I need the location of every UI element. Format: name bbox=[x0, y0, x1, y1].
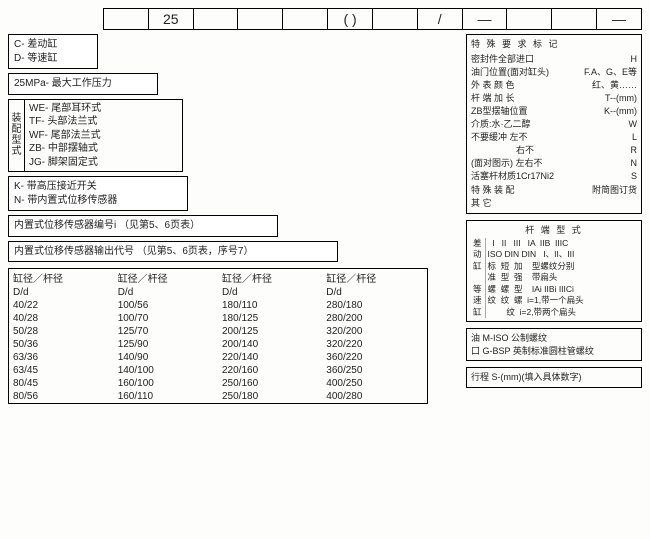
code-strip: 25 ( ) / — — bbox=[103, 8, 642, 30]
table-cell: 140/100 bbox=[114, 364, 218, 377]
table-cell: 250/180 bbox=[218, 390, 322, 404]
rod-end-title: 杆 端 型 式 bbox=[471, 224, 637, 236]
table-cell: 280/180 bbox=[322, 299, 427, 312]
special-row: 介质:水·乙二醇W bbox=[471, 118, 637, 131]
col-sub: D/d bbox=[218, 286, 322, 299]
stroke-box: 行程 S-(mm)(填入具体数字) bbox=[466, 367, 642, 388]
table-cell: 125/90 bbox=[114, 338, 218, 351]
special-row: (面对图示) 左右不N bbox=[471, 157, 637, 170]
row: WF- 尾部法兰式 bbox=[29, 129, 101, 143]
cell: — bbox=[462, 8, 508, 30]
row: 油 M-ISO 公制螺纹 bbox=[471, 332, 637, 345]
special-row: 不要缓冲 左不L bbox=[471, 131, 637, 144]
special-row: 杆 端 加 长T--(mm) bbox=[471, 92, 637, 105]
table-cell: 280/200 bbox=[322, 312, 427, 325]
table-cell: 63/36 bbox=[9, 351, 114, 364]
special-title: 特 殊 要 求 标 记 bbox=[471, 38, 637, 51]
table-cell: 50/28 bbox=[9, 325, 114, 338]
table-cell: 100/70 bbox=[114, 312, 218, 325]
cell bbox=[282, 8, 328, 30]
table-cell: 100/56 bbox=[114, 299, 218, 312]
type-code-box: C- 差动缸 D- 等速缸 bbox=[8, 34, 98, 69]
col-header: 缸径／杆径 bbox=[322, 269, 427, 287]
cell: 25 bbox=[148, 8, 194, 30]
cell bbox=[193, 8, 239, 30]
table-cell: 63/45 bbox=[9, 364, 114, 377]
sensor-id-box: 内置式位移传感器编号i （见第5、6页表） bbox=[8, 215, 278, 237]
col-sub: D/d bbox=[9, 286, 114, 299]
mount-box: 装配型式 WE- 尾部耳环式 TF- 头部法兰式 WF- 尾部法兰式 ZB- 中… bbox=[8, 99, 183, 173]
row: TF- 头部法兰式 bbox=[29, 115, 101, 129]
special-row: 外 表 颜 色红、黄…… bbox=[471, 79, 637, 92]
col-header: 缸径／杆径 bbox=[9, 269, 114, 287]
special-row: 密封件全部进口H bbox=[471, 53, 637, 66]
rod-side: 差动缸 等速缸 bbox=[471, 238, 485, 318]
table-cell: 80/56 bbox=[9, 390, 114, 404]
special-row: 特 殊 装 配附简图订货 bbox=[471, 184, 637, 197]
special-row: 右不R bbox=[471, 144, 637, 157]
table-cell: 400/250 bbox=[322, 377, 427, 390]
table-cell: 200/125 bbox=[218, 325, 322, 338]
cell bbox=[551, 8, 597, 30]
special-row: ZB型摆轴位置K--(mm) bbox=[471, 105, 637, 118]
diameter-table: 缸径／杆径 缸径／杆径 缸径／杆径 缸径／杆径 D/d D/d D/d D/d … bbox=[8, 268, 428, 404]
sensor-out-box: 内置式位移传感器输出代号 （见第5、6页表，序号7） bbox=[8, 241, 338, 263]
special-req-box: 特 殊 要 求 标 记 密封件全部进口H油门位置(面对缸头)F.A、G、E等外 … bbox=[466, 34, 642, 214]
table-cell: 160/100 bbox=[114, 377, 218, 390]
col-sub: D/d bbox=[114, 286, 218, 299]
table-cell: 180/125 bbox=[218, 312, 322, 325]
row: C- 差动缸 bbox=[14, 38, 92, 52]
cell: / bbox=[417, 8, 463, 30]
table-cell: 220/140 bbox=[218, 351, 322, 364]
table-cell: 360/220 bbox=[322, 351, 427, 364]
rod-end-box: 杆 端 型 式 差动缸 等速缸 I II III IA IIB IIICISO … bbox=[466, 220, 642, 322]
cell: — bbox=[596, 8, 642, 30]
table-cell: 320/200 bbox=[322, 325, 427, 338]
table-cell: 200/140 bbox=[218, 338, 322, 351]
table-cell: 160/110 bbox=[114, 390, 218, 404]
table-cell: 360/250 bbox=[322, 364, 427, 377]
cell bbox=[372, 8, 418, 30]
table-cell: 180/110 bbox=[218, 299, 322, 312]
cell bbox=[506, 8, 552, 30]
mount-list: WE- 尾部耳环式 TF- 头部法兰式 WF- 尾部法兰式 ZB- 中部摆轴式 … bbox=[25, 100, 105, 172]
col-header: 缸径／杆径 bbox=[114, 269, 218, 287]
row: JG- 脚架固定式 bbox=[29, 156, 101, 170]
table-cell: 400/280 bbox=[322, 390, 427, 404]
cell bbox=[103, 8, 149, 30]
row: K- 带高压接近开关 bbox=[14, 180, 182, 194]
sensor-box: K- 带高压接近开关 N- 带内置式位移传感器 bbox=[8, 176, 188, 211]
rod-body: I II III IA IIB IIICISO DIN DIN I、II、III… bbox=[485, 238, 637, 318]
row: D- 等速缸 bbox=[14, 52, 92, 66]
mount-side-label: 装配型式 bbox=[9, 100, 25, 172]
cell: ( ) bbox=[327, 8, 373, 30]
table-cell: 50/36 bbox=[9, 338, 114, 351]
col-sub: D/d bbox=[322, 286, 427, 299]
oil-box: 油 M-ISO 公制螺纹 口 G-BSP 英制标准圆柱管螺纹 bbox=[466, 328, 642, 361]
row: 口 G-BSP 英制标准圆柱管螺纹 bbox=[471, 345, 637, 358]
special-row: 活塞杆材质1Cr17Ni2S bbox=[471, 170, 637, 183]
row: WE- 尾部耳环式 bbox=[29, 102, 101, 116]
special-row: 油门位置(面对缸头)F.A、G、E等 bbox=[471, 66, 637, 79]
row: N- 带内置式位移传感器 bbox=[14, 194, 182, 208]
special-row: 其 它 bbox=[471, 197, 637, 210]
cell bbox=[237, 8, 283, 30]
row: ZB- 中部摆轴式 bbox=[29, 142, 101, 156]
table-cell: 40/28 bbox=[9, 312, 114, 325]
pressure-box: 25MPa- 最大工作压力 bbox=[8, 73, 158, 95]
table-cell: 125/70 bbox=[114, 325, 218, 338]
col-header: 缸径／杆径 bbox=[218, 269, 322, 287]
table-cell: 80/45 bbox=[9, 377, 114, 390]
table-cell: 140/90 bbox=[114, 351, 218, 364]
table-cell: 40/22 bbox=[9, 299, 114, 312]
table-cell: 320/220 bbox=[322, 338, 427, 351]
table-cell: 250/160 bbox=[218, 377, 322, 390]
table-cell: 220/160 bbox=[218, 364, 322, 377]
